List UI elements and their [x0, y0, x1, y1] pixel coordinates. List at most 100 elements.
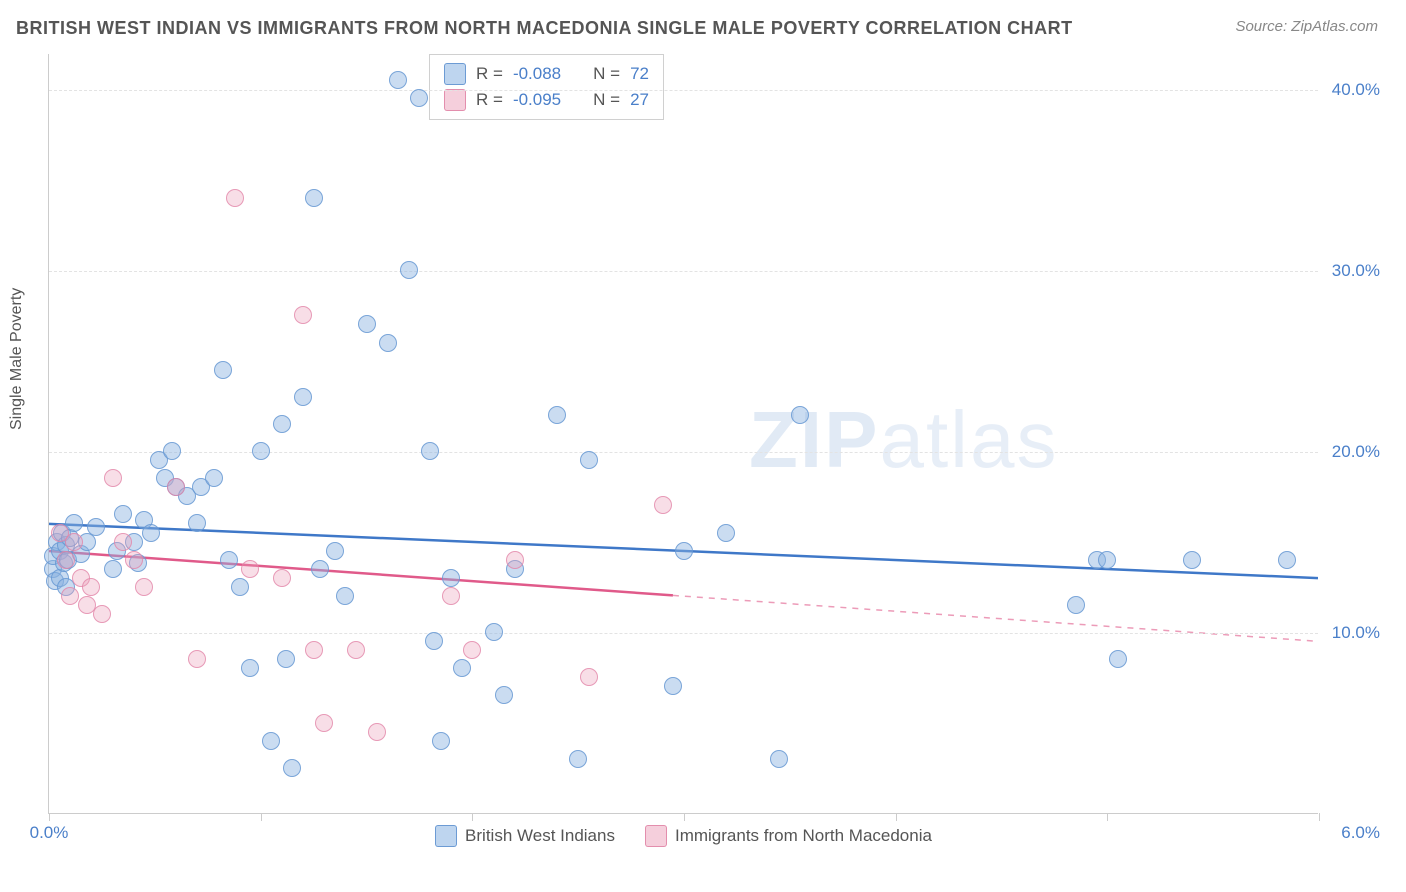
scatter-point: [231, 578, 249, 596]
scatter-point: [93, 605, 111, 623]
gridline-h: [49, 90, 1318, 91]
scatter-point: [664, 677, 682, 695]
scatter-point: [220, 551, 238, 569]
legend-swatch: [444, 63, 466, 85]
scatter-point: [252, 442, 270, 460]
scatter-point: [485, 623, 503, 641]
scatter-point: [311, 560, 329, 578]
scatter-point: [273, 569, 291, 587]
scatter-point: [1098, 551, 1116, 569]
scatter-point: [104, 560, 122, 578]
scatter-point: [114, 533, 132, 551]
scatter-point: [580, 668, 598, 686]
scatter-point: [142, 524, 160, 542]
y-tick-label: 40.0%: [1332, 80, 1380, 100]
stats-row: R = -0.088 N = 72: [444, 61, 649, 87]
scatter-point: [214, 361, 232, 379]
scatter-point: [425, 632, 443, 650]
stats-n-value: 72: [630, 64, 649, 84]
scatter-point: [432, 732, 450, 750]
scatter-point: [226, 189, 244, 207]
scatter-point: [442, 587, 460, 605]
scatter-point: [336, 587, 354, 605]
gridline-h: [49, 452, 1318, 453]
scatter-point: [368, 723, 386, 741]
scatter-point: [273, 415, 291, 433]
scatter-point: [347, 641, 365, 659]
legend-item: Immigrants from North Macedonia: [645, 825, 932, 847]
source-label: Source: ZipAtlas.com: [1235, 18, 1378, 35]
scatter-point: [305, 189, 323, 207]
legend-swatch: [435, 825, 457, 847]
scatter-point: [262, 732, 280, 750]
bottom-legend: British West Indians Immigrants from Nort…: [49, 825, 1318, 847]
scatter-point: [791, 406, 809, 424]
x-tick: [684, 813, 685, 821]
x-tick: [49, 813, 50, 821]
scatter-point: [188, 514, 206, 532]
trend-lines-layer: [49, 54, 1318, 813]
scatter-point: [495, 686, 513, 704]
stats-legend-box: R = -0.088 N = 72 R = -0.095 N = 27: [429, 54, 664, 120]
x-tick-label: 0.0%: [30, 823, 69, 843]
legend-item: British West Indians: [435, 825, 615, 847]
scatter-point: [580, 451, 598, 469]
scatter-point: [277, 650, 295, 668]
watermark-bold: ZIP: [749, 395, 879, 484]
scatter-point: [87, 518, 105, 536]
legend-swatch: [645, 825, 667, 847]
scatter-point: [305, 641, 323, 659]
scatter-point: [548, 406, 566, 424]
chart-title: BRITISH WEST INDIAN VS IMMIGRANTS FROM N…: [16, 18, 1073, 39]
scatter-point: [675, 542, 693, 560]
scatter-point: [205, 469, 223, 487]
scatter-point: [358, 315, 376, 333]
x-tick: [1107, 813, 1108, 821]
scatter-point: [389, 71, 407, 89]
scatter-point: [294, 306, 312, 324]
scatter-point: [241, 659, 259, 677]
scatter-point: [315, 714, 333, 732]
scatter-point: [188, 650, 206, 668]
scatter-point: [135, 578, 153, 596]
scatter-point: [654, 496, 672, 514]
watermark-rest: atlas: [879, 395, 1058, 484]
scatter-point: [463, 641, 481, 659]
scatter-point: [241, 560, 259, 578]
scatter-point: [294, 388, 312, 406]
scatter-point: [1278, 551, 1296, 569]
scatter-point: [770, 750, 788, 768]
stats-r-label: R =: [476, 64, 503, 84]
scatter-point: [283, 759, 301, 777]
scatter-point: [421, 442, 439, 460]
scatter-point: [506, 551, 524, 569]
scatter-point: [114, 505, 132, 523]
scatter-point: [82, 578, 100, 596]
scatter-point: [379, 334, 397, 352]
scatter-point: [717, 524, 735, 542]
gridline-h: [49, 271, 1318, 272]
stats-r-label: R =: [476, 90, 503, 110]
scatter-point: [569, 750, 587, 768]
scatter-point: [65, 533, 83, 551]
legend-swatch: [444, 89, 466, 111]
stats-n-label: N =: [593, 90, 620, 110]
x-tick: [896, 813, 897, 821]
legend-label: British West Indians: [465, 826, 615, 846]
scatter-point: [400, 261, 418, 279]
scatter-point: [1183, 551, 1201, 569]
scatter-point: [61, 587, 79, 605]
scatter-point: [410, 89, 428, 107]
stats-n-label: N =: [593, 64, 620, 84]
y-tick-label: 30.0%: [1332, 261, 1380, 281]
stats-r-value: -0.088: [513, 64, 561, 84]
scatter-point: [57, 551, 75, 569]
scatter-point: [326, 542, 344, 560]
scatter-point: [163, 442, 181, 460]
y-axis-label: Single Male Poverty: [8, 288, 26, 430]
stats-n-value: 27: [630, 90, 649, 110]
scatter-point: [442, 569, 460, 587]
scatter-point: [167, 478, 185, 496]
scatter-point: [104, 469, 122, 487]
x-tick: [1319, 813, 1320, 821]
